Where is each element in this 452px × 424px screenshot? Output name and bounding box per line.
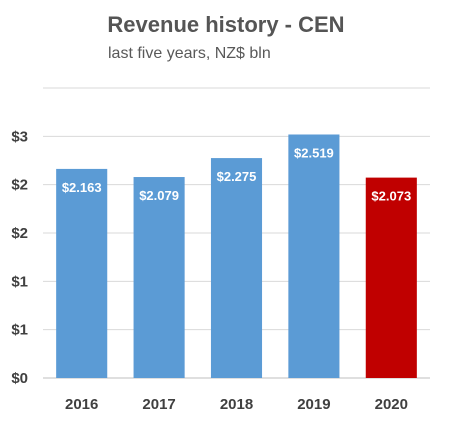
bar-2019 [288, 134, 340, 378]
x-tick-label-2017: 2017 [142, 396, 175, 413]
data-label-2016: $2.163 [62, 180, 102, 195]
x-tick-label-2019: 2019 [297, 396, 330, 413]
data-label-2019: $2.519 [294, 145, 334, 160]
x-tick-label-2018: 2018 [220, 396, 253, 413]
data-label-2018: $2.275 [217, 169, 257, 184]
x-tick-label-2016: 2016 [65, 396, 98, 413]
data-label-2017: $2.079 [139, 188, 179, 203]
y-tick-label: $2 [11, 225, 28, 242]
bar-2017 [133, 177, 185, 378]
x-tick-label-2020: 2020 [375, 396, 408, 413]
y-tick-label: $0 [11, 370, 28, 387]
bar-2020 [365, 177, 417, 378]
chart-title: Revenue history - CEN [107, 12, 345, 37]
y-tick-label: $2 [11, 177, 28, 194]
bar-2018 [210, 158, 263, 378]
bar-2016 [56, 168, 108, 378]
data-label-2020: $2.073 [371, 189, 411, 204]
y-tick-label: $1 [11, 322, 28, 339]
chart-subtitle: last five years, NZ$ bln [108, 45, 271, 62]
y-tick-label: $1 [11, 273, 28, 290]
y-tick-label: $3 [11, 128, 28, 145]
